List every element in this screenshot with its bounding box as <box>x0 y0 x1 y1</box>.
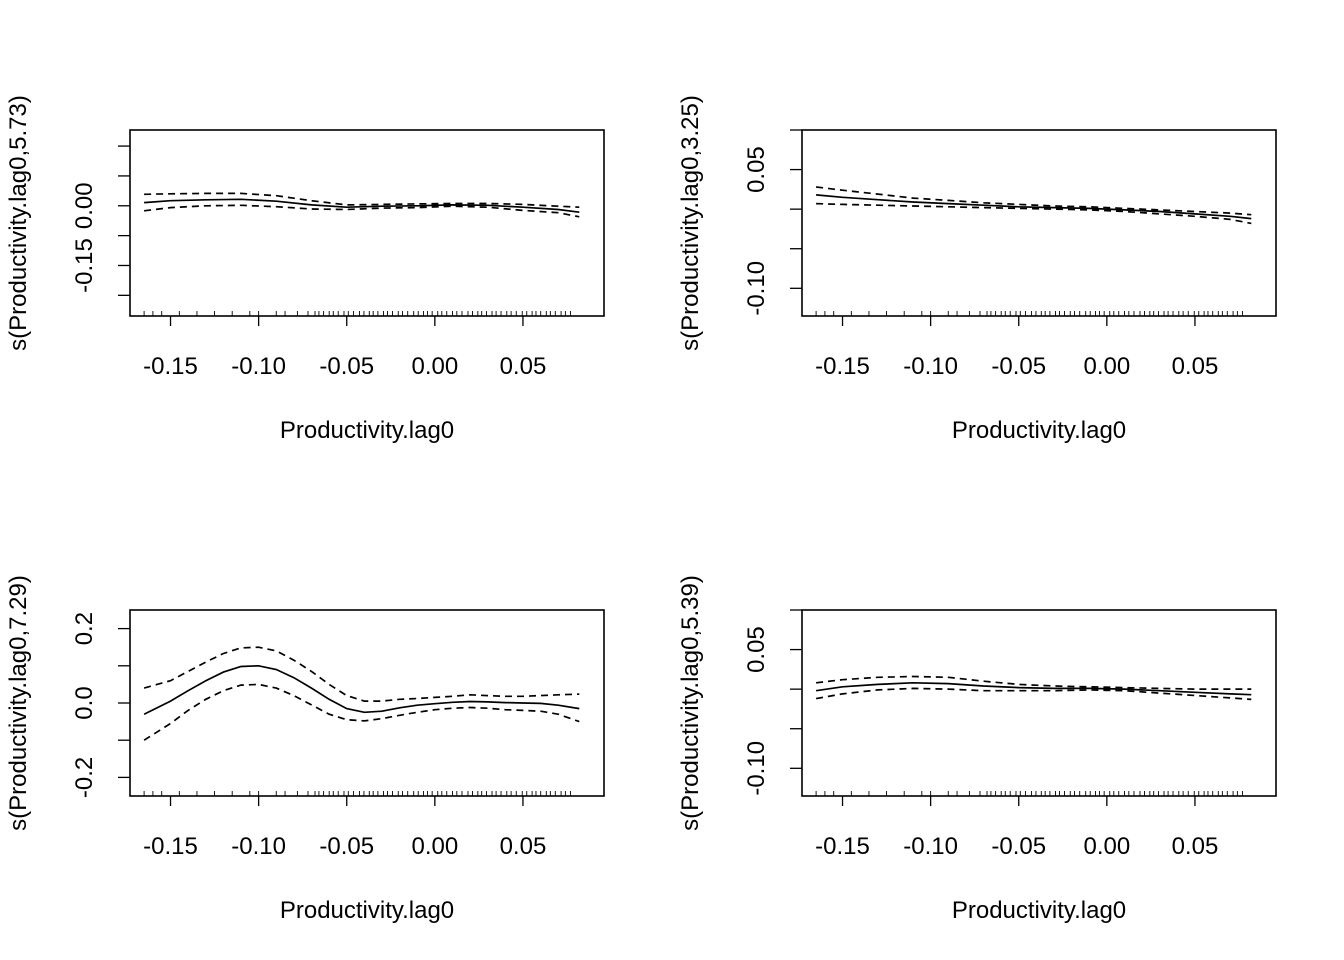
x-tick-label: 0.05 <box>500 353 547 380</box>
y-axis-label: s(Productivity.lag0,7.29) <box>5 575 32 831</box>
y-tick-label: 0.0 <box>71 686 98 719</box>
smooth-fit-line <box>143 664 580 715</box>
confidence-band-lower <box>815 687 1252 701</box>
y-tick-label: -0.10 <box>743 261 770 316</box>
x-tick-label: 0.05 <box>1172 833 1219 860</box>
x-axis-label: Productivity.lag0 <box>952 897 1126 924</box>
x-tick-label: -0.10 <box>903 353 958 380</box>
x-axis-label: Productivity.lag0 <box>280 897 454 924</box>
x-tick-label: -0.05 <box>991 833 1046 860</box>
confidence-band-lower <box>143 683 580 741</box>
y-axis-label: s(Productivity.lag0,5.73) <box>5 95 32 351</box>
x-tick-label: -0.15 <box>815 353 870 380</box>
x-axis-label: Productivity.lag0 <box>280 417 454 444</box>
confidence-band-upper <box>144 192 580 209</box>
x-tick-label: 0.00 <box>411 833 458 860</box>
y-tick-label: -0.10 <box>743 741 770 796</box>
confidence-band-lower <box>143 204 580 218</box>
y-tick-label: -0.2 <box>71 757 98 798</box>
y-tick-label: 0.2 <box>71 612 98 645</box>
confidence-band-upper <box>816 675 1252 690</box>
confidence-band-upper <box>815 186 1252 216</box>
x-tick-label: 0.05 <box>500 833 547 860</box>
confidence-band-upper <box>143 646 580 702</box>
chart-panel-3: -0.15 -0.10 -0.05 0.00 0.05 -0.2 0.0 0.2 Product… <box>5 575 605 924</box>
plot-frame <box>129 129 605 317</box>
chart-panel-1: -0.15 -0.10 -0.05 0.00 0.05 -0.15 0.00 Producti… <box>5 95 605 444</box>
chart-panel-2: -0.15 -0.10 -0.05 0.00 0.05 -0.10 0.05 Producti… <box>677 95 1277 444</box>
x-axis-label: Productivity.lag0 <box>952 417 1126 444</box>
smooth-fit-line <box>816 194 1252 220</box>
plot-frame <box>801 129 1277 317</box>
x-tick-label: 0.00 <box>1083 833 1130 860</box>
chart-panel-4: -0.15 -0.10 -0.05 0.00 0.05 -0.10 0.05 Producti… <box>677 575 1277 924</box>
y-axis-label: s(Productivity.lag0,5.39) <box>677 575 704 831</box>
x-tick-label: 0.00 <box>1083 353 1130 380</box>
x-tick-label: 0.00 <box>411 353 458 380</box>
x-tick-label: -0.10 <box>903 833 958 860</box>
x-tick-label: -0.05 <box>319 353 374 380</box>
y-tick-label: 0.00 <box>71 182 98 229</box>
x-tick-label: -0.05 <box>991 353 1046 380</box>
x-tick-label: -0.10 <box>231 353 286 380</box>
y-tick-label: -0.15 <box>71 238 98 293</box>
x-tick-label: -0.15 <box>815 833 870 860</box>
confidence-band-lower <box>816 202 1252 225</box>
y-tick-label: 0.05 <box>743 626 770 673</box>
x-tick-label: -0.15 <box>143 353 198 380</box>
x-tick-label: -0.15 <box>143 833 198 860</box>
y-axis-label: s(Productivity.lag0,3.25) <box>677 95 704 351</box>
x-tick-label: -0.05 <box>319 833 374 860</box>
plot-frame <box>801 609 1277 797</box>
smooth-fit-line <box>815 681 1252 696</box>
x-tick-label: -0.10 <box>231 833 286 860</box>
smooth-fit-line <box>144 198 580 214</box>
y-tick-label: 0.05 <box>743 146 770 193</box>
x-tick-label: 0.05 <box>1172 353 1219 380</box>
